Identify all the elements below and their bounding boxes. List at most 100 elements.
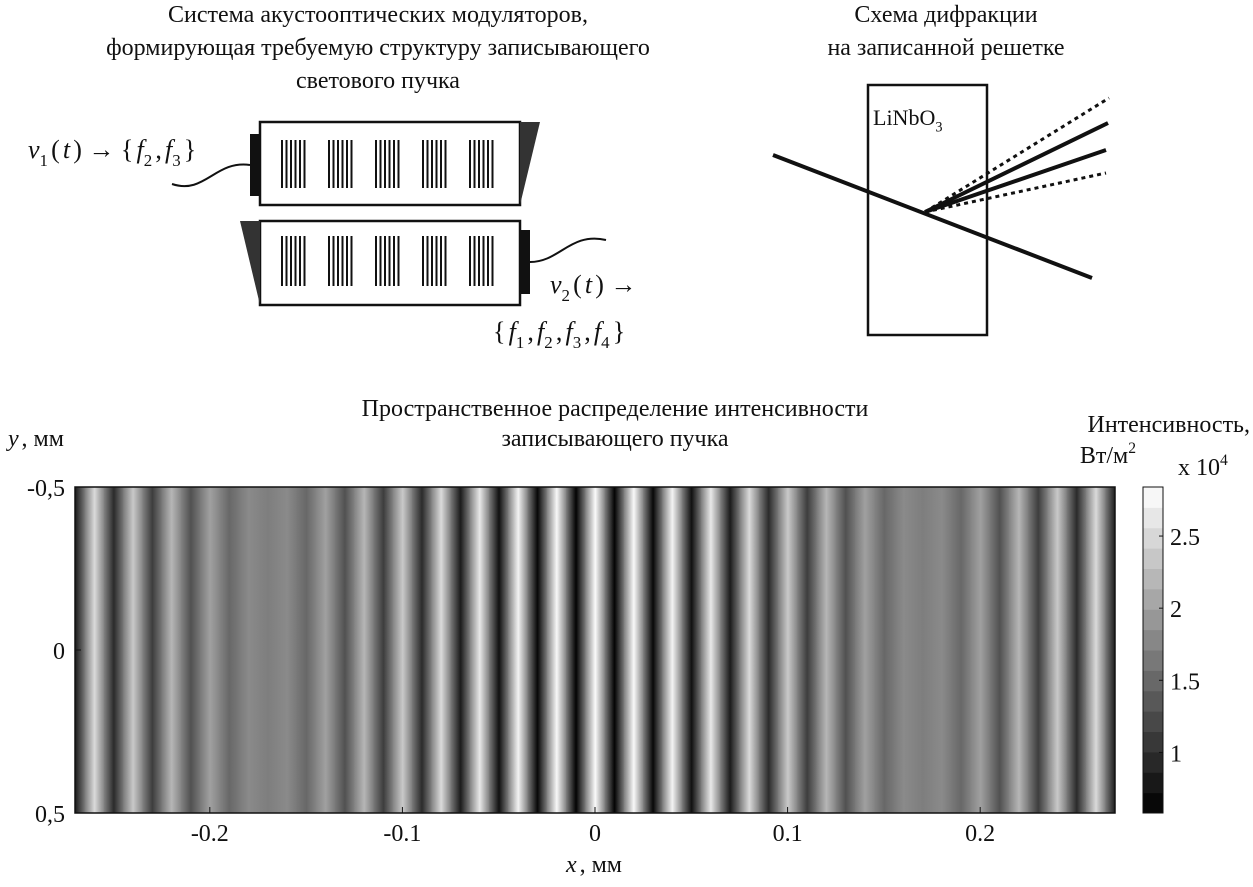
heatmap-column <box>316 487 336 813</box>
text-piece: , <box>527 317 534 346</box>
colorbar-band <box>1143 507 1163 528</box>
heatmap-column <box>470 487 490 813</box>
text-piece: ) → { <box>73 135 133 164</box>
x-axis-label: x, мм <box>565 852 622 878</box>
text-piece: , <box>556 317 563 346</box>
x-tick-label: -0.1 <box>383 821 421 847</box>
colorbar-band <box>1143 772 1163 793</box>
heatmap-column <box>913 487 933 813</box>
colorbar-band <box>1143 732 1163 753</box>
text-piece: 2 <box>144 151 152 170</box>
colorbar-band <box>1143 528 1163 549</box>
text-piece: y <box>6 426 19 452</box>
heatmap-column <box>393 487 413 813</box>
colorbar-tick-label: 2 <box>1170 597 1182 623</box>
chart-title: Пространственное распределение интенсивн… <box>362 396 869 422</box>
heatmap-column <box>181 487 201 813</box>
heatmap-column <box>605 487 625 813</box>
heatmap-column <box>951 487 971 813</box>
heatmap-column <box>528 487 548 813</box>
colorbar-label: Вт/м2 <box>1080 440 1136 469</box>
modulator-title: формирующая требуемую структуру записыва… <box>106 35 650 61</box>
heatmap-column <box>412 487 432 813</box>
heatmap-column <box>296 487 316 813</box>
text-piece: 2 <box>562 286 570 305</box>
heatmap-column <box>547 487 567 813</box>
heatmap-column <box>258 487 278 813</box>
modulator-title: светового пучка <box>296 68 460 94</box>
heatmap-column <box>1048 487 1068 813</box>
heatmap-column <box>701 487 721 813</box>
heatmap-column <box>894 487 914 813</box>
heatmap-column <box>682 487 702 813</box>
heatmap-column <box>1009 487 1029 813</box>
text-piece: 3 <box>573 333 581 352</box>
diffraction-title: Схема дифракции <box>854 2 1037 28</box>
colorbar-band <box>1143 609 1163 630</box>
text-piece: { <box>493 317 505 346</box>
heatmap-column <box>990 487 1010 813</box>
colorbar-label: Интенсивность, <box>1087 412 1250 438</box>
heatmap-column <box>335 487 355 813</box>
text-piece: } <box>613 317 625 346</box>
y-tick-label: -0,5 <box>27 476 65 502</box>
heatmap-column <box>662 487 682 813</box>
diffraction-title: на записанной решетке <box>827 35 1064 61</box>
signal-label: v1(t) → {f2,f3} <box>28 135 196 170</box>
colorbar-tick-label: 2.5 <box>1170 525 1200 551</box>
modulator-title: Система акустооптических модуляторов, <box>168 2 588 28</box>
heatmap-column <box>374 487 394 813</box>
x-tick-label: 0 <box>589 821 601 847</box>
colorbar-band <box>1143 548 1163 569</box>
signal-label: v2(t) → <box>550 270 636 305</box>
colorbar-multiplier: x 104 <box>1178 452 1228 481</box>
heatmap-column <box>836 487 856 813</box>
text-piece: , мм <box>580 852 622 878</box>
colorbar-band <box>1143 670 1163 691</box>
heatmap-column <box>643 487 663 813</box>
heatmap-column <box>508 487 528 813</box>
heatmap-column <box>720 487 740 813</box>
x-tick-label: 0.2 <box>965 821 995 847</box>
text-piece: v <box>28 135 40 164</box>
heatmap-column <box>971 487 991 813</box>
text-piece: 4 <box>601 333 610 352</box>
colorbar-band <box>1143 589 1163 610</box>
modulator-top <box>172 122 540 205</box>
heatmap-column <box>239 487 259 813</box>
heatmap-column <box>200 487 220 813</box>
text-piece: t <box>63 135 71 164</box>
heatmap-column <box>1067 487 1087 813</box>
heatmap-column <box>104 487 124 813</box>
chart-title: записывающего пучка <box>501 426 728 452</box>
colorbar-band <box>1143 711 1163 732</box>
text-piece: 3 <box>172 151 180 170</box>
heatmap-column <box>489 487 509 813</box>
heatmap-column <box>778 487 798 813</box>
heatmap-column <box>855 487 875 813</box>
heatmap-column <box>874 487 894 813</box>
colorbar-band <box>1143 691 1163 712</box>
heatmap-column <box>624 487 644 813</box>
colorbar-band <box>1143 793 1163 814</box>
text-piece: ( <box>573 270 582 299</box>
heatmap-column <box>585 487 605 813</box>
text-piece: 1 <box>516 333 524 352</box>
text-piece: 1 <box>40 151 48 170</box>
text-piece: 3 <box>935 120 942 136</box>
signal-label: {f1,f2,f3,f4} <box>493 317 625 352</box>
heatmap-column <box>85 487 105 813</box>
text-piece: } <box>184 135 196 164</box>
text-piece: x 10 <box>1178 455 1220 481</box>
heatmap-column <box>431 487 451 813</box>
text-piece: 2 <box>1128 440 1136 457</box>
text-piece: Вт/м <box>1080 443 1128 469</box>
heatmap-column <box>932 487 952 813</box>
heatmap-column <box>739 487 759 813</box>
heatmap-column <box>1086 487 1106 813</box>
text-piece: 4 <box>1220 452 1228 469</box>
x-tick-label: 0.1 <box>773 821 803 847</box>
heatmap-column <box>816 487 836 813</box>
text-piece: x <box>565 852 577 878</box>
text-piece: ( <box>51 135 60 164</box>
